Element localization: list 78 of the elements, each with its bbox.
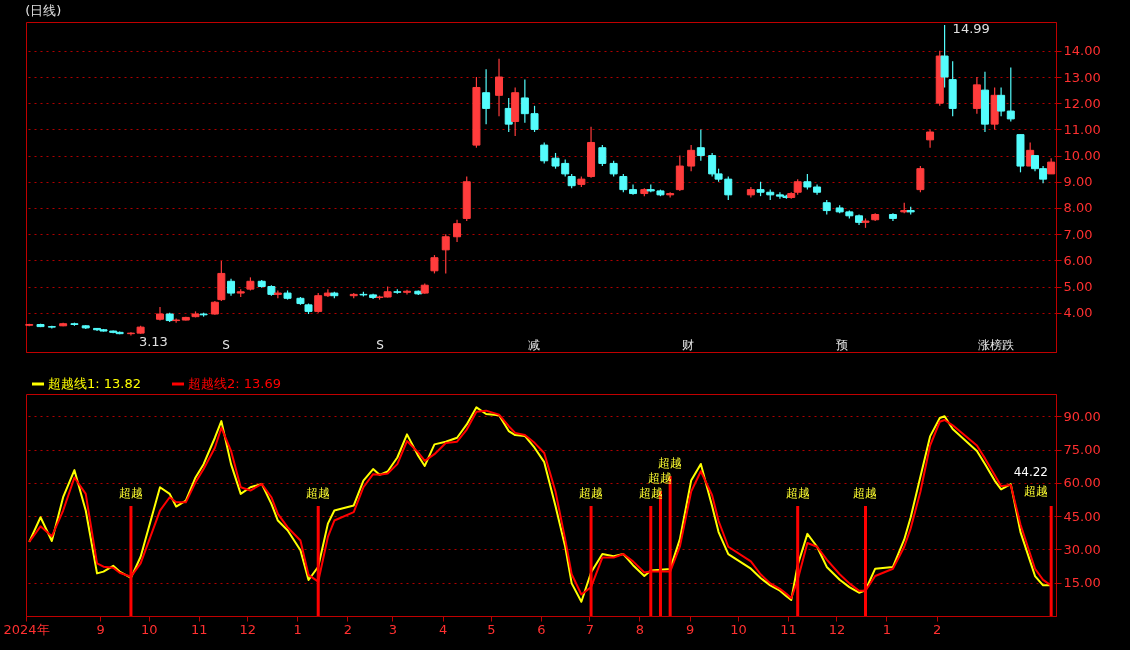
candlestick: [598, 144, 607, 167]
candlestick: [1006, 66, 1015, 123]
annotation: 减: [528, 338, 540, 352]
candlestick: [972, 76, 981, 115]
x-tick-label: 10: [140, 621, 158, 637]
candlestick: [775, 191, 784, 200]
x-tick-label: 11: [780, 621, 797, 637]
y-tick-label: 45.00: [1063, 508, 1101, 524]
legend-label: 超越线1: 13.82: [48, 376, 141, 391]
y-tick-label: 4.00: [1063, 305, 1093, 321]
x-tick-label: 5: [487, 621, 496, 637]
candlestick: [926, 128, 935, 149]
ref-line-label: 超越: [579, 486, 604, 500]
y-tick-label: 12.00: [1063, 95, 1101, 111]
y-tick-label: 60.00: [1063, 475, 1101, 491]
candlestick: [696, 128, 705, 162]
x-tick-label: 2024年: [3, 621, 50, 637]
candlestick: [430, 254, 439, 275]
y-tick-label: 75.00: [1063, 442, 1101, 457]
x-tick-label: 7: [585, 621, 595, 637]
y-tick-label: 11.00: [1063, 121, 1101, 137]
candlestick: [916, 165, 925, 193]
x-tick-label: 1: [293, 621, 302, 637]
candlestick: [629, 183, 638, 196]
x-tick-label: 6: [537, 621, 546, 637]
y-tick-label: 6.00: [1063, 252, 1093, 268]
y-tick-label: 13.00: [1063, 69, 1101, 85]
candlestick: [172, 317, 181, 324]
x-tick-label: 12: [828, 621, 846, 637]
candlestick: [441, 233, 450, 275]
y-tick-label: 8.00: [1063, 200, 1093, 216]
annotation: 涨榜跌: [978, 338, 1014, 352]
x-tick-label: 3: [388, 621, 398, 637]
chart-title: (日线): [25, 3, 62, 18]
y-tick-label: 15.00: [1063, 575, 1101, 591]
y-tick-label: 10.00: [1063, 148, 1101, 164]
ref-line-label: 超越: [1024, 484, 1049, 498]
ref-line-label: 超越: [306, 486, 331, 500]
legend-label: 超越线2: 13.69: [188, 376, 281, 391]
candlestick: [482, 68, 491, 125]
candlestick: [619, 173, 628, 193]
y-tick-label: 7.00: [1063, 226, 1093, 242]
annotation: S: [376, 338, 384, 352]
candlestick: [687, 144, 696, 172]
x-tick-label: 9: [96, 621, 105, 637]
x-tick-label: 4: [438, 621, 448, 637]
y-tick-label: 9.00: [1063, 174, 1093, 190]
x-tick-label: 2: [932, 621, 942, 637]
x-tick-label: 12: [239, 621, 256, 637]
ref-line-label: 超越: [785, 486, 810, 500]
y-tick-label: 14.00: [1063, 43, 1101, 59]
x-tick-label: 9: [685, 621, 695, 637]
candlestick: [675, 154, 684, 192]
candlestick: [940, 24, 949, 89]
ref-line-label: 超越: [853, 486, 878, 500]
annotation: 44.22: [1013, 465, 1048, 479]
y-tick-label: 90.00: [1063, 408, 1101, 424]
annotation: 3.13: [138, 333, 168, 349]
ref-line-label: 超越: [638, 486, 663, 500]
x-tick-label: 10: [730, 621, 747, 637]
x-tick-label: 11: [190, 621, 208, 637]
candlestick: [495, 58, 504, 117]
y-tick-label: 30.00: [1063, 541, 1101, 557]
x-tick-label: 1: [882, 621, 892, 637]
ref-line-label: 超越: [118, 486, 143, 500]
annotation: 财: [682, 338, 694, 352]
y-tick-label: 5.00: [1063, 279, 1093, 295]
ref-line-label: 超越: [658, 456, 683, 470]
x-tick-label: 2: [343, 621, 352, 637]
annotation: S: [222, 338, 230, 352]
ref-line-label: 超越: [648, 471, 673, 485]
candlestick: [314, 292, 323, 314]
annotation: 预: [836, 338, 848, 352]
annotation: 14.99: [952, 20, 990, 36]
candlestick: [997, 86, 1006, 117]
candlestick: [540, 141, 549, 165]
candlestick: [453, 219, 462, 243]
x-tick-label: 8: [635, 621, 645, 637]
